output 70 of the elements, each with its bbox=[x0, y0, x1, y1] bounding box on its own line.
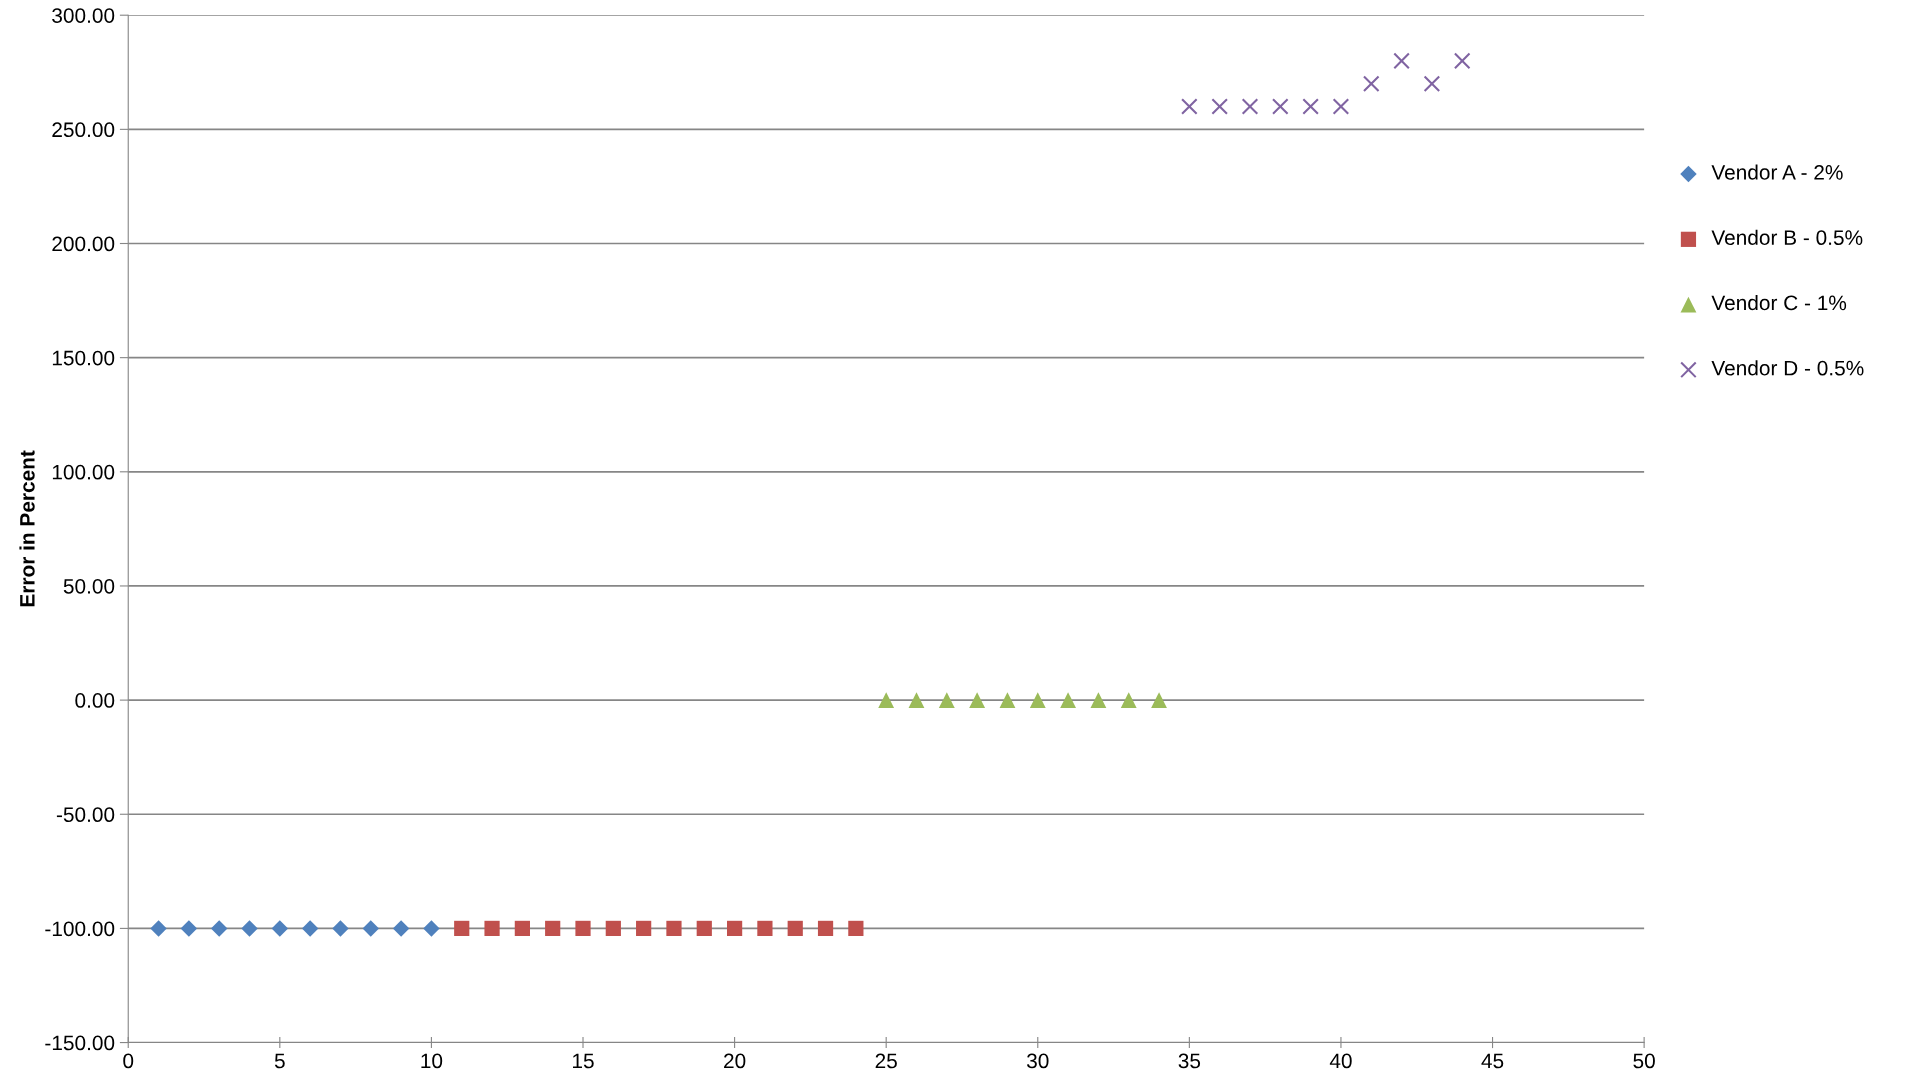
point bbox=[484, 920, 500, 937]
point bbox=[666, 920, 682, 937]
point bbox=[1241, 98, 1259, 115]
x-tick-label: 0 bbox=[123, 1053, 134, 1069]
point bbox=[301, 920, 319, 937]
x-tick-label: 10 bbox=[421, 1053, 443, 1069]
point bbox=[726, 920, 743, 937]
point bbox=[605, 920, 621, 937]
point bbox=[1090, 692, 1107, 709]
point bbox=[332, 920, 349, 937]
point bbox=[545, 920, 561, 937]
legend-label: Vendor B - 0.5% bbox=[1711, 229, 1863, 246]
point bbox=[696, 920, 712, 937]
point bbox=[362, 920, 379, 937]
y-tick-label: -100.00 bbox=[45, 921, 115, 937]
x-tick-label: 5 bbox=[274, 1053, 285, 1069]
point bbox=[938, 692, 955, 709]
x-tick-label: 15 bbox=[573, 1053, 594, 1069]
point bbox=[1211, 98, 1228, 115]
y-tick-label: 200.00 bbox=[52, 236, 115, 252]
y-axis-title: Error in Percent bbox=[19, 450, 35, 607]
point bbox=[1332, 98, 1350, 115]
point bbox=[1029, 692, 1046, 709]
y-tick-label: 0.00 bbox=[75, 693, 115, 708]
point bbox=[999, 692, 1016, 709]
legend-label: Vendor C - 1% bbox=[1711, 294, 1847, 311]
point bbox=[1423, 75, 1441, 93]
y-tick-label: 150.00 bbox=[52, 350, 115, 366]
point bbox=[210, 920, 228, 937]
point bbox=[514, 920, 530, 937]
y-tick-label: -50.00 bbox=[56, 807, 115, 823]
y-tick-label: 300.00 bbox=[52, 8, 115, 23]
legend-label: Vendor A - 2% bbox=[1711, 164, 1843, 180]
point bbox=[878, 692, 895, 709]
point bbox=[908, 692, 925, 709]
x-tick-label: 45 bbox=[1481, 1053, 1504, 1069]
point bbox=[817, 920, 834, 937]
point bbox=[271, 920, 289, 937]
y-tick-label: 100.00 bbox=[52, 464, 115, 480]
y-tick-label: 50.00 bbox=[63, 578, 115, 594]
point bbox=[1181, 98, 1198, 115]
point bbox=[969, 692, 986, 709]
point bbox=[1060, 692, 1077, 709]
x-tick-label: 30 bbox=[1026, 1053, 1049, 1069]
point bbox=[1271, 98, 1289, 115]
point bbox=[180, 920, 198, 937]
point bbox=[757, 920, 773, 937]
point bbox=[150, 920, 167, 937]
x-tick-label: 40 bbox=[1329, 1053, 1352, 1069]
point bbox=[1151, 692, 1167, 709]
y-tick-label: -150.00 bbox=[45, 1035, 115, 1051]
point bbox=[392, 920, 410, 937]
point bbox=[241, 920, 258, 937]
point bbox=[1302, 98, 1319, 115]
point bbox=[1362, 75, 1380, 93]
point bbox=[636, 920, 652, 937]
x-tick-label: 35 bbox=[1178, 1053, 1201, 1069]
legend-label: Vendor D - 0.5% bbox=[1711, 360, 1864, 376]
point bbox=[1453, 52, 1471, 70]
point bbox=[1393, 52, 1410, 70]
point bbox=[575, 920, 591, 937]
point bbox=[787, 920, 803, 937]
point bbox=[454, 920, 470, 937]
point bbox=[1120, 692, 1137, 709]
point bbox=[423, 920, 440, 937]
x-tick-label: 25 bbox=[875, 1053, 897, 1069]
y-tick-label: 250.00 bbox=[52, 122, 115, 138]
x-tick-label: 20 bbox=[724, 1053, 746, 1069]
x-tick-label: 50 bbox=[1633, 1053, 1655, 1069]
point bbox=[848, 920, 864, 937]
